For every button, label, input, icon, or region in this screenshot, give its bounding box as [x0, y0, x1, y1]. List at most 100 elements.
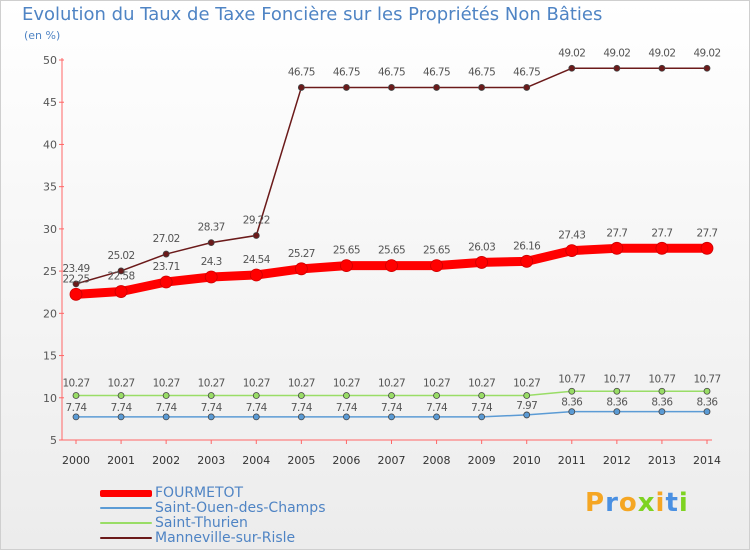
- x-tick-label: 2012: [603, 454, 631, 467]
- data-point: [388, 392, 395, 399]
- data-point: [159, 275, 173, 289]
- logo-letter: x: [637, 488, 656, 518]
- y-tick-label: 10: [43, 392, 57, 405]
- data-point: [204, 270, 218, 284]
- data-point: [162, 392, 170, 399]
- data-point: [703, 64, 711, 72]
- data-point: [297, 84, 305, 91]
- y-tick-label: 25: [43, 265, 57, 278]
- data-point: [703, 408, 711, 416]
- data-label: 25.65: [378, 245, 405, 257]
- data-label: 8.36: [561, 397, 583, 409]
- data-point: [523, 392, 531, 399]
- data-point: [433, 84, 440, 91]
- data-point: [117, 413, 125, 421]
- data-point: [478, 413, 486, 421]
- data-point: [478, 392, 486, 399]
- logo-letter: P: [585, 488, 606, 518]
- data-point: [162, 413, 170, 421]
- data-label: 46.75: [423, 66, 450, 78]
- data-label: 26.16: [513, 240, 541, 252]
- data-label: 46.75: [378, 66, 405, 78]
- data-label: 46.75: [333, 66, 360, 78]
- data-point: [72, 392, 80, 399]
- data-point: [252, 392, 260, 399]
- data-label: 27.02: [153, 233, 180, 245]
- data-label: 22.25: [62, 273, 89, 285]
- data-point: [658, 64, 666, 72]
- x-tick-label: 2008: [423, 454, 451, 467]
- x-tick-label: 2005: [287, 454, 315, 467]
- legend-swatch: [100, 490, 152, 497]
- data-label: 27.7: [697, 227, 718, 239]
- data-point: [114, 285, 128, 298]
- data-label: 49.02: [693, 47, 720, 59]
- legend-swatch: [100, 522, 152, 524]
- data-point: [520, 254, 534, 268]
- y-tick-label: 45: [43, 96, 57, 109]
- data-label: 23.71: [153, 261, 180, 273]
- data-point: [72, 280, 80, 288]
- x-tick-label: 2000: [62, 454, 90, 467]
- data-point: [207, 413, 215, 421]
- data-point: [297, 413, 305, 421]
- logo-letter: i: [678, 488, 689, 518]
- data-point: [523, 411, 531, 419]
- data-point: [700, 241, 714, 255]
- x-tick-label: 2011: [558, 454, 586, 467]
- data-label: 10.27: [468, 377, 495, 389]
- proxiti-logo: Proxiti: [585, 488, 689, 518]
- data-label: 10.77: [693, 373, 720, 385]
- data-label: 24.3: [201, 256, 222, 268]
- y-tick-label: 35: [43, 181, 57, 194]
- data-point: [252, 413, 260, 421]
- legend-label: Manneville-sur-Risle: [155, 530, 296, 546]
- legend-label: Saint-Ouen-des-Champs: [155, 500, 326, 516]
- data-point: [568, 387, 576, 395]
- data-label: 7.74: [156, 402, 178, 414]
- data-point: [523, 84, 531, 91]
- data-point: [72, 413, 80, 421]
- data-point: [340, 259, 353, 273]
- data-label: 25.02: [108, 250, 135, 262]
- legend-label: FOURMETOT: [155, 485, 244, 501]
- data-label: 10.27: [333, 377, 360, 389]
- y-tick-label: 30: [43, 223, 57, 236]
- data-label: 7.74: [66, 402, 88, 414]
- data-point: [297, 392, 305, 399]
- data-label: 29.22: [243, 214, 270, 226]
- data-label: 10.27: [423, 377, 450, 389]
- x-tick-label: 2007: [378, 454, 406, 467]
- data-label: 49.02: [603, 47, 630, 59]
- data-point: [343, 413, 350, 421]
- x-tick-label: 2013: [648, 454, 676, 467]
- data-point: [565, 244, 579, 257]
- data-label: 10.27: [243, 377, 270, 389]
- logo-letter: o: [618, 488, 638, 518]
- data-label: 7.74: [381, 402, 403, 414]
- data-label: 25.65: [333, 245, 360, 257]
- data-point: [478, 84, 486, 91]
- data-point: [252, 232, 260, 239]
- y-tick-label: 40: [43, 138, 57, 151]
- chart-title: Evolution du Taux de Taxe Foncière sur l…: [22, 4, 603, 25]
- legend-item-saint-ouen-des-champs: Saint-Ouen-des-Champs: [100, 500, 360, 516]
- logo-letter: r: [605, 488, 619, 518]
- data-label: 8.36: [606, 397, 628, 409]
- data-label: 7.97: [516, 400, 537, 412]
- x-tick-label: 2010: [513, 454, 541, 467]
- data-point: [568, 408, 576, 416]
- data-label: 49.02: [558, 47, 585, 59]
- data-point: [613, 387, 621, 395]
- data-label: 7.74: [246, 402, 268, 414]
- data-label: 22.58: [108, 271, 135, 283]
- data-label: 7.74: [111, 402, 133, 414]
- data-point: [343, 84, 350, 91]
- data-point: [249, 268, 263, 282]
- y-axis-unit-label: (en %): [24, 29, 61, 42]
- x-tick-label: 2014: [693, 454, 721, 467]
- y-tick-label: 5: [50, 434, 57, 447]
- legend-swatch: [100, 537, 152, 539]
